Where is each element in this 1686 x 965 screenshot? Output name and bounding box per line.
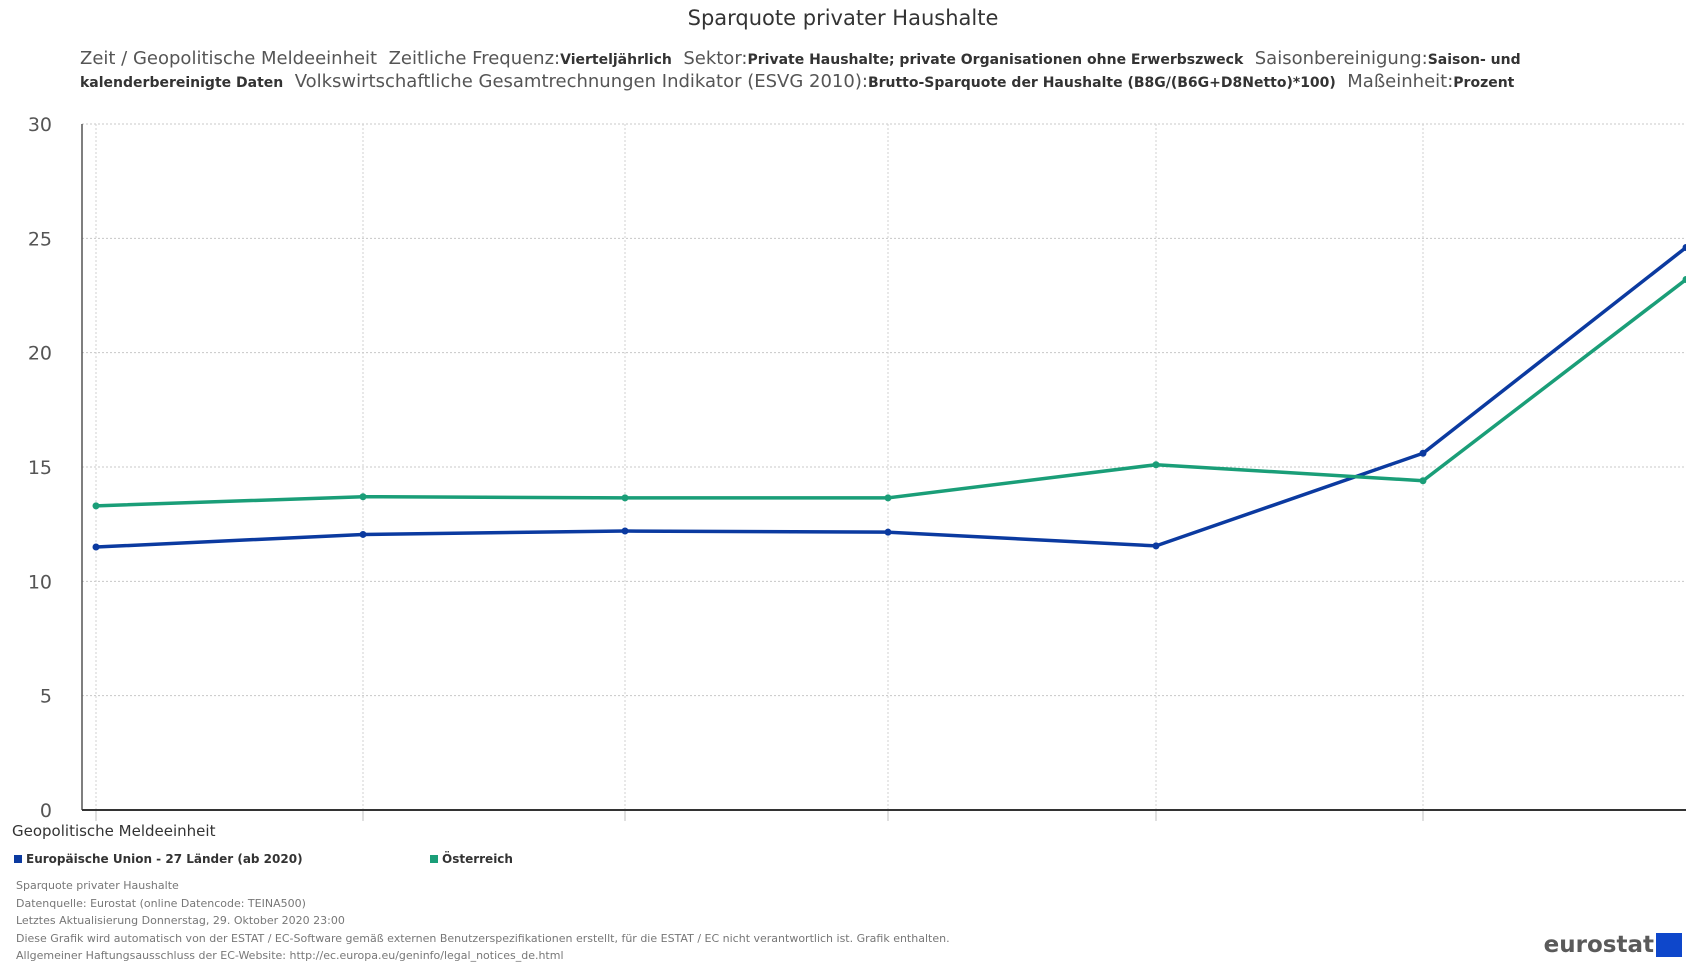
data-point-austria [360, 493, 367, 500]
data-point-eu27 [885, 529, 892, 536]
legend: Europäische Union - 27 Länder (ab 2020) … [14, 852, 914, 872]
data-point-eu27 [93, 544, 100, 551]
data-point-austria [885, 494, 892, 501]
data-point-austria [93, 502, 100, 509]
legend-label-eu27: Europäische Union - 27 Länder (ab 2020) [26, 852, 303, 866]
series-layer [93, 244, 1686, 551]
footnote-disclaimer: Diese Grafik wird automatisch von der ES… [16, 930, 950, 948]
y-tick-label: 25 [28, 228, 52, 250]
data-point-austria [1153, 461, 1160, 468]
y-tick-label: 30 [28, 114, 52, 136]
y-tick-label: 0 [40, 800, 52, 822]
y-tick-label: 20 [28, 343, 52, 365]
eu-flag-icon [1656, 933, 1682, 957]
series-line-eu27 [96, 247, 1686, 547]
y-tick-label: 5 [40, 686, 52, 708]
x-axis-title: Geopolitische Meldeeinheit [12, 822, 215, 840]
grid-layer [82, 124, 1686, 810]
legend-item-austria[interactable]: Österreich [430, 852, 513, 866]
data-point-austria [1420, 477, 1427, 484]
legend-item-eu27[interactable]: Europäische Union - 27 Länder (ab 2020) [14, 852, 303, 866]
data-point-eu27 [1420, 450, 1427, 457]
legend-label-austria: Österreich [442, 852, 513, 866]
series-line-austria [96, 279, 1686, 505]
footnote-source: Datenquelle: Eurostat (online Datencode:… [16, 895, 950, 913]
legend-swatch-austria [430, 855, 438, 863]
eurostat-logo: eurostat [1544, 932, 1682, 960]
data-point-eu27 [360, 531, 367, 538]
footnotes: Sparquote privater Haushalte Datenquelle… [16, 877, 950, 965]
y-tick-label: 10 [28, 571, 52, 593]
footnote-legal-link: Allgemeiner Haftungsausschluss der EC-We… [16, 947, 950, 965]
data-point-eu27 [622, 528, 629, 535]
data-point-eu27 [1153, 542, 1160, 549]
data-point-austria [622, 494, 629, 501]
legend-swatch-eu27 [14, 855, 22, 863]
footnote-updated: Letztes Aktualisierung Donnerstag, 29. O… [16, 912, 950, 930]
y-tick-label: 15 [28, 457, 52, 479]
footnote-title: Sparquote privater Haushalte [16, 877, 950, 895]
eurostat-logo-text: eurostat [1544, 932, 1654, 958]
